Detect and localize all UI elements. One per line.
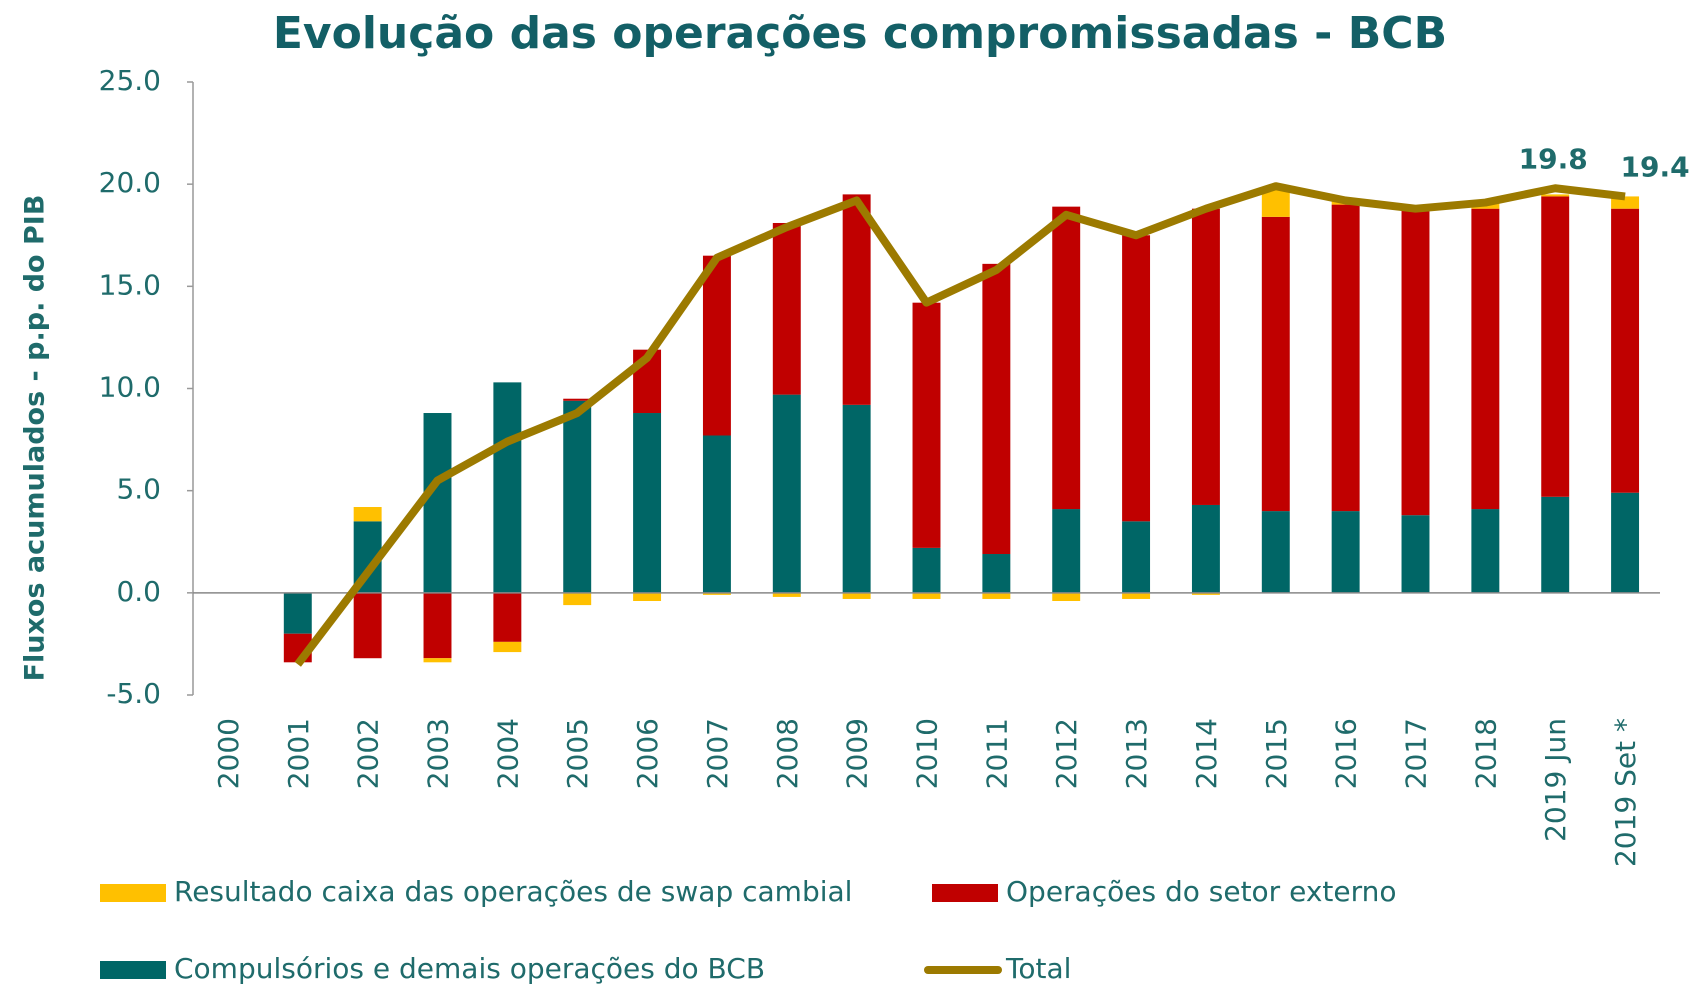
bar-segment: [842, 592, 871, 599]
y-tick-label: 5.0: [116, 473, 161, 506]
bar-segment: [493, 641, 522, 653]
bar-segment: [702, 592, 731, 595]
legend-label: Total: [1005, 952, 1071, 985]
x-tick-label: 2010: [911, 718, 944, 789]
x-tick-label: 2005: [561, 718, 594, 789]
bar-segment: [982, 554, 1011, 593]
bar-segment: [982, 592, 1011, 599]
x-tick-label: 2007: [701, 718, 734, 789]
y-tick-label: 20.0: [99, 166, 161, 199]
y-tick-label: 10.0: [99, 371, 161, 404]
x-tick-label: 2014: [1190, 718, 1223, 789]
bar-segment: [633, 592, 662, 602]
bar-segment: [353, 592, 382, 659]
x-tick-label: 2002: [352, 718, 385, 789]
bar-segment: [1401, 515, 1430, 593]
bar-segment: [1471, 208, 1500, 510]
bar-segment: [912, 302, 941, 548]
y-tick-label: -5.0: [106, 677, 161, 710]
legend-swatch: [100, 884, 166, 902]
bar-segment: [772, 592, 801, 597]
chart-title: Evolução das operações compromissadas - …: [273, 8, 1447, 59]
bar-segment: [912, 547, 941, 593]
x-tick-label: 2000: [212, 718, 245, 789]
bar-segment: [283, 592, 312, 634]
x-tick-label: 2019 Set *: [1609, 718, 1642, 867]
bar-segment: [633, 413, 662, 593]
legend-label: Resultado caixa das operações de swap ca…: [174, 875, 852, 908]
bar-segment: [1052, 592, 1081, 602]
x-tick-label: 2016: [1330, 718, 1363, 789]
x-tick-label: 2019 Jun: [1539, 718, 1572, 842]
bar-segment: [493, 382, 522, 593]
bar-segment: [1191, 592, 1220, 595]
x-tick-label: 2011: [980, 718, 1013, 789]
line-series: [294, 182, 1626, 667]
legend-swatch: [100, 961, 166, 979]
y-axis-label: Fluxos acumulados - p.p. do PIB: [20, 195, 51, 682]
bar-segment: [772, 222, 801, 395]
y-tick-label: 15.0: [99, 268, 161, 301]
bar-segment: [912, 592, 941, 599]
bar-segment: [423, 413, 452, 593]
bar-segment: [1471, 509, 1500, 593]
x-tick-label: 2001: [282, 718, 315, 789]
x-tick-label: 2004: [491, 718, 524, 789]
bar-segment: [772, 394, 801, 593]
bar-segment: [1541, 194, 1570, 197]
bar-segment: [493, 592, 522, 642]
bar-segment: [1052, 206, 1081, 510]
bar-segment: [563, 592, 592, 606]
bar-segment: [982, 263, 1011, 555]
bar-segment: [842, 404, 871, 593]
bar-segment: [1331, 204, 1360, 512]
bar-segment: [1261, 511, 1290, 593]
legend-label: Compulsórios e demais operações do BCB: [174, 952, 765, 985]
x-tick-label: 2013: [1120, 718, 1153, 789]
bar-segment: [563, 398, 592, 401]
bar-segment: [1541, 496, 1570, 593]
bar-segment: [1611, 208, 1640, 493]
bar-segment: [702, 255, 731, 436]
bar-segment: [1331, 511, 1360, 593]
bar-segment: [702, 435, 731, 593]
x-tick-label: 2012: [1050, 718, 1083, 789]
bar-segment: [1261, 216, 1290, 512]
y-tick-label: 25.0: [99, 64, 161, 97]
bar-segment: [1122, 521, 1151, 593]
bar-segment: [353, 507, 382, 522]
bar-segment: [1611, 492, 1640, 593]
x-tick-label: 2009: [841, 718, 874, 789]
bar-segment: [1122, 592, 1151, 599]
x-tick-label: 2006: [631, 718, 664, 789]
data-label: 19.4: [1621, 150, 1690, 183]
x-tick-label: 2015: [1260, 718, 1293, 789]
bar-segment: [842, 194, 871, 405]
legend-swatch: [932, 884, 998, 902]
bar-segment: [563, 400, 592, 593]
bar-segment: [1191, 208, 1220, 505]
x-tick-label: 2003: [422, 718, 455, 789]
bar-segment: [423, 658, 452, 663]
bar-segment: [1122, 235, 1151, 522]
data-label: 19.8: [1519, 142, 1588, 175]
bar-segment: [423, 592, 452, 659]
bar-segment: [1401, 210, 1430, 516]
x-tick-label: 2008: [771, 718, 804, 789]
bar-segment: [1052, 509, 1081, 593]
x-tick-label: 2017: [1400, 718, 1433, 789]
bar-segment: [1191, 504, 1220, 593]
x-tick-label: 2018: [1469, 718, 1502, 789]
y-tick-label: 0.0: [116, 575, 161, 608]
bar-segment: [1541, 196, 1570, 497]
legend-label: Operações do setor externo: [1006, 875, 1397, 908]
